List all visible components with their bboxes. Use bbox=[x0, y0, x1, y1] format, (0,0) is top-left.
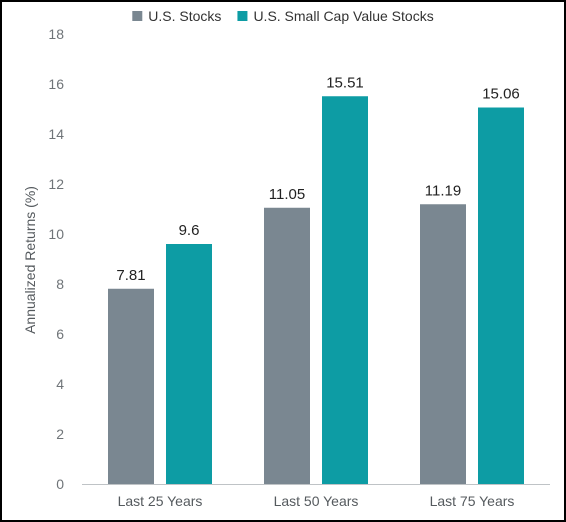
data-label: 11.19 bbox=[425, 182, 461, 199]
y-tick-label: 18 bbox=[48, 26, 64, 42]
x-category-label: Last 50 Years bbox=[274, 493, 359, 509]
y-tick-label: 6 bbox=[56, 326, 64, 342]
legend-swatch bbox=[237, 11, 248, 21]
legend-item-us-stocks: U.S. Stocks bbox=[132, 8, 221, 24]
legend-label: U.S. Small Cap Value Stocks bbox=[253, 8, 433, 24]
legend-label: U.S. Stocks bbox=[148, 8, 221, 24]
data-label: 15.06 bbox=[482, 86, 520, 103]
y-tick-label: 2 bbox=[56, 426, 64, 442]
legend: U.S. Stocks U.S. Small Cap Value Stocks bbox=[132, 8, 434, 24]
bar-us-stocks-2 bbox=[264, 207, 310, 484]
legend-swatch bbox=[132, 11, 143, 21]
y-tick-label: 10 bbox=[48, 226, 64, 242]
x-category-label: Last 75 Years bbox=[430, 493, 515, 509]
x-axis: Last 25 Years Last 50 Years Last 75 Years bbox=[82, 484, 550, 509]
y-tick-label: 4 bbox=[56, 376, 64, 392]
bar-small-cap-value-3 bbox=[478, 107, 524, 484]
bar-us-stocks-1 bbox=[108, 288, 154, 484]
y-tick-label: 0 bbox=[56, 476, 64, 492]
bar-us-stocks-3 bbox=[420, 204, 466, 484]
x-category-label: Last 25 Years bbox=[118, 493, 203, 509]
data-label: 9.6 bbox=[179, 222, 200, 239]
y-tick-label: 14 bbox=[48, 126, 64, 142]
y-tick-label: 8 bbox=[56, 276, 64, 292]
y-tick-label: 16 bbox=[48, 76, 64, 92]
legend-item-small-cap-value: U.S. Small Cap Value Stocks bbox=[237, 8, 434, 24]
bar-small-cap-value-1 bbox=[166, 244, 212, 484]
bar-small-cap-value-2 bbox=[322, 96, 368, 484]
data-label: 7.81 bbox=[116, 267, 145, 284]
y-axis: 0 2 4 6 8 10 12 14 16 18 bbox=[48, 26, 64, 492]
y-tick-label: 12 bbox=[48, 176, 64, 192]
bars: 7.81 9.6 11.05 15.51 11.19 15.06 bbox=[108, 74, 524, 484]
data-label: 11.05 bbox=[269, 186, 305, 203]
y-axis-title: Annualized Returns (%) bbox=[22, 186, 38, 334]
data-label: 15.51 bbox=[326, 74, 364, 91]
